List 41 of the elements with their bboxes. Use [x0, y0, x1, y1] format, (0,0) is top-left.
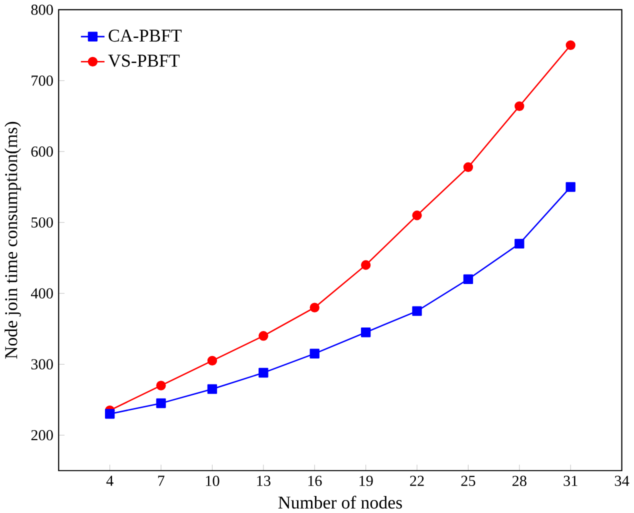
x-tick-label: 19	[360, 476, 373, 486]
point	[566, 40, 576, 50]
x-tick-label: 22	[410, 476, 424, 486]
point	[207, 356, 218, 366]
y-tick-label: 400	[30, 288, 53, 298]
y-tick-label: 800	[31, 4, 53, 15]
y-axis-title: Node join time consumption(ms)	[4, 122, 21, 359]
point	[412, 306, 422, 316]
x-tick-label: 31	[564, 476, 578, 486]
x-tick-label: 7	[158, 476, 164, 486]
point	[156, 398, 166, 408]
x-tick-label: 10	[206, 476, 220, 486]
y-tick-label: 700	[32, 75, 53, 86]
point	[566, 182, 576, 192]
point	[258, 368, 268, 378]
point	[412, 210, 422, 220]
legend-label: CA-PBFT	[108, 30, 182, 42]
point	[463, 162, 474, 172]
y-tick-label: 300	[31, 359, 53, 370]
x-tick-label: 16	[308, 476, 322, 486]
x-tick-label: 13	[257, 476, 270, 486]
point	[463, 274, 474, 284]
point	[514, 238, 524, 248]
point	[258, 330, 268, 341]
point	[105, 408, 115, 419]
y-tick-label: 600	[31, 146, 53, 157]
x-tick-label: 28	[512, 476, 526, 486]
point	[156, 380, 166, 390]
point	[514, 101, 524, 111]
point	[360, 327, 371, 338]
point	[360, 260, 371, 270]
point	[310, 348, 320, 358]
y-tick-label: 500	[32, 217, 53, 228]
x-tick-label: 4	[106, 476, 114, 486]
legend-label: VS-PBFT	[108, 54, 180, 67]
point	[310, 302, 320, 312]
x-tick-label: 34	[614, 476, 630, 486]
x-axis-title: Number of nodes	[278, 496, 402, 509]
point	[207, 384, 218, 394]
y-tick-label: 200	[31, 430, 53, 440]
x-tick-label: 25	[461, 476, 476, 486]
